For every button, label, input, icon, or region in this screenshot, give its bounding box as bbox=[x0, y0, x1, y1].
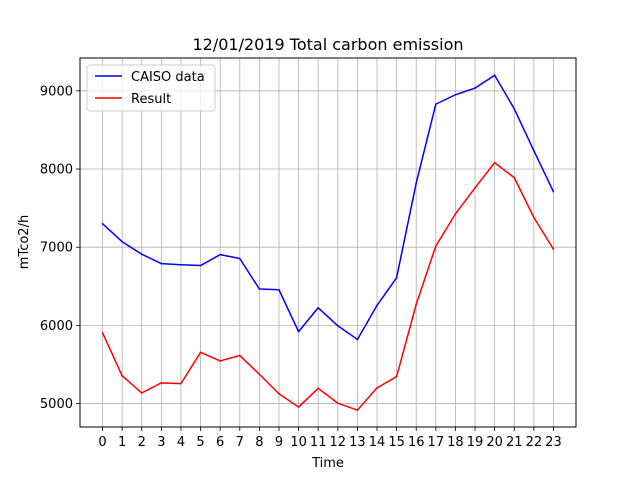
x-tick-label: 7 bbox=[236, 435, 244, 450]
x-tick-label: 1 bbox=[118, 435, 126, 450]
x-tick-label: 17 bbox=[428, 435, 445, 450]
data-point-result bbox=[238, 354, 241, 357]
data-point-caiso-data bbox=[356, 338, 359, 341]
data-point-result bbox=[317, 387, 320, 390]
data-point-result bbox=[297, 406, 300, 408]
y-axis-label: mTco2/h bbox=[17, 215, 32, 269]
data-point-caiso-data bbox=[376, 304, 378, 307]
data-point-caiso-data bbox=[297, 330, 300, 333]
x-axis-label: Time bbox=[311, 456, 344, 471]
x-tick-label: 8 bbox=[255, 435, 263, 450]
data-point-result bbox=[180, 382, 182, 385]
x-tick-label: 21 bbox=[506, 435, 523, 450]
y-tick-label: 6000 bbox=[40, 319, 73, 334]
data-point-result bbox=[219, 360, 221, 362]
data-point-caiso-data bbox=[454, 93, 457, 96]
data-point-caiso-data bbox=[533, 149, 535, 152]
x-tick-label: 15 bbox=[388, 435, 405, 450]
data-point-result bbox=[356, 409, 359, 411]
data-point-result bbox=[278, 392, 280, 395]
x-tick-label: 22 bbox=[526, 435, 543, 450]
series-line-caiso-data bbox=[102, 74, 555, 341]
chart-title: 12/01/2019 Total carbon emission bbox=[192, 35, 463, 54]
y-tick-label: 7000 bbox=[40, 241, 73, 256]
x-tick-label: 4 bbox=[177, 435, 185, 450]
series-line-result bbox=[101, 162, 555, 411]
data-point-result bbox=[435, 245, 437, 247]
legend-label-caiso-data: CAISO data bbox=[131, 70, 205, 85]
data-point-caiso-data bbox=[258, 288, 261, 290]
data-point-caiso-data bbox=[493, 74, 496, 76]
x-tick-label: 13 bbox=[349, 435, 366, 450]
data-point-caiso-data bbox=[395, 276, 398, 279]
data-point-result bbox=[415, 303, 418, 306]
data-point-result bbox=[140, 392, 143, 394]
x-axis-ticks: 0 1 2 3 4 5 6 7 8 9 10 11 12 13 14 15 16 17 18 19 20 21 22 23 bbox=[98, 427, 562, 450]
x-tick-label: 9 bbox=[275, 435, 283, 450]
data-point-result bbox=[258, 373, 261, 376]
data-point-result bbox=[337, 402, 339, 404]
y-tick-label: 5000 bbox=[40, 397, 73, 412]
x-tick-label: 5 bbox=[196, 435, 204, 450]
plot-frame bbox=[79, 57, 577, 428]
data-point-caiso-data bbox=[160, 262, 163, 265]
y-axis-ticks: 5000 6000 7000 8000 9000 bbox=[40, 84, 80, 412]
data-point-result bbox=[101, 332, 104, 334]
data-point-caiso-data bbox=[278, 289, 280, 291]
data-point-result bbox=[513, 176, 516, 179]
data-point-caiso-data bbox=[121, 240, 123, 243]
data-point-result bbox=[533, 216, 535, 219]
data-point-caiso-data bbox=[513, 108, 516, 110]
data-point-caiso-data bbox=[552, 190, 555, 193]
data-point-result bbox=[160, 382, 163, 384]
data-point-result bbox=[454, 213, 457, 215]
x-tick-label: 23 bbox=[545, 435, 562, 450]
data-point-caiso-data bbox=[415, 182, 418, 184]
data-point-caiso-data bbox=[219, 253, 221, 256]
data-point-result bbox=[493, 161, 496, 164]
data-point-caiso-data bbox=[238, 257, 241, 260]
x-tick-label: 16 bbox=[408, 435, 425, 450]
data-point-caiso-data bbox=[199, 264, 202, 267]
x-tick-label: 12 bbox=[330, 435, 347, 450]
x-tick-label: 0 bbox=[98, 435, 106, 450]
legend: CAISO data Result bbox=[86, 64, 216, 112]
data-point-caiso-data bbox=[140, 253, 143, 256]
x-tick-label: 20 bbox=[486, 435, 503, 450]
data-point-result bbox=[199, 351, 202, 354]
legend-label-result: Result bbox=[131, 92, 171, 107]
x-tick-label: 6 bbox=[216, 435, 224, 450]
data-point-result bbox=[395, 375, 398, 378]
y-tick-label: 8000 bbox=[40, 163, 73, 178]
y-tick-label: 9000 bbox=[40, 84, 73, 99]
data-point-caiso-data bbox=[337, 324, 339, 327]
data-point-result bbox=[376, 387, 378, 389]
x-tick-label: 19 bbox=[467, 435, 484, 450]
x-tick-label: 3 bbox=[157, 435, 165, 450]
series-lines bbox=[101, 74, 555, 411]
data-point-caiso-data bbox=[435, 103, 437, 105]
data-point-result bbox=[552, 248, 555, 250]
x-tick-label: 11 bbox=[310, 435, 327, 450]
data-point-caiso-data bbox=[317, 306, 320, 309]
x-tick-label: 2 bbox=[138, 435, 146, 450]
data-point-result bbox=[474, 186, 476, 189]
data-point-result bbox=[121, 374, 123, 377]
x-tick-label: 10 bbox=[290, 435, 307, 450]
grid bbox=[80, 58, 576, 427]
data-point-caiso-data bbox=[180, 263, 182, 266]
x-tick-label: 14 bbox=[369, 435, 386, 450]
x-tick-label: 18 bbox=[447, 435, 464, 450]
data-point-caiso-data bbox=[474, 87, 476, 89]
data-point-caiso-data bbox=[101, 222, 104, 225]
